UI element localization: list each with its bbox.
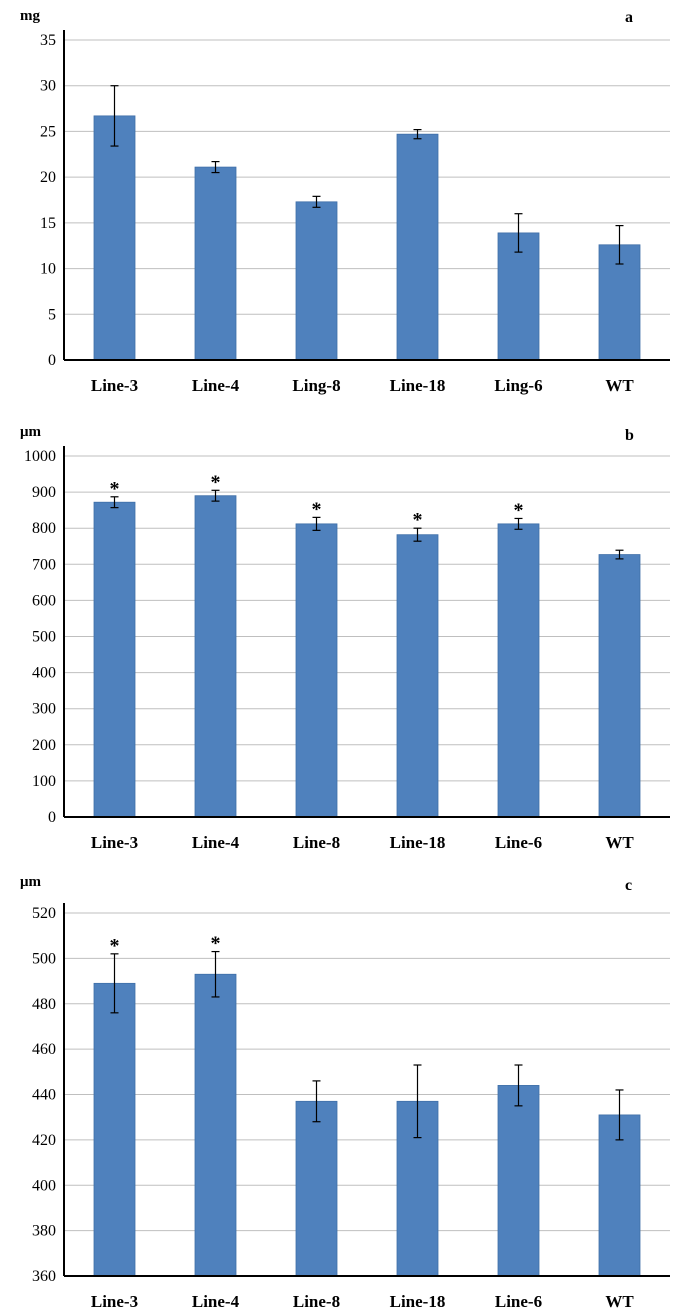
y-tick-label: 1000 [24,448,56,465]
y-tick-label: 20 [40,169,56,186]
error-bar [312,516,321,531]
y-tick-label: 10 [40,261,56,278]
significance-mark: * [413,509,423,531]
bar-line-4 [194,495,237,818]
x-tick-label: Line-3 [91,1292,138,1311]
error-bar [211,950,220,998]
error-bar [110,496,119,509]
y-tick-label: 440 [32,1087,56,1104]
error-bar [413,527,422,542]
x-tick-label: Line-8 [293,1292,340,1311]
bar-wt [598,554,641,818]
y-tick-label: 480 [32,996,56,1013]
error-bar [514,517,523,530]
x-tick-label: Ling-8 [292,376,340,395]
error-bar [514,213,523,253]
error-bar [514,1064,523,1107]
y-tick-label: 300 [32,701,56,718]
significance-mark: * [110,935,120,957]
bar-line-8 [295,1100,338,1277]
error-bar [211,161,220,174]
significance-mark: * [211,933,221,955]
x-tick-label: Ling-6 [494,376,542,395]
error-bar [615,549,624,560]
error-bar [312,195,321,208]
y-tick-label: 25 [40,123,56,140]
chart-panel-a: 0 5 10 15 20 25 30 35 Line-3 Line-4 Ling-8 Line-18 L… [20,8,670,395]
y-axis-unit: μm [20,424,42,440]
y-tick-label: 600 [32,592,56,609]
bar-line-6 [497,523,540,818]
y-tick-label: 400 [32,665,56,682]
x-tick-label: Line-18 [390,376,446,395]
y-tick-label: 500 [32,950,56,967]
error-bar [312,1080,321,1123]
x-tick-label: Line-18 [390,1292,446,1311]
y-axis-unit: mg [20,8,40,24]
bar-line-8 [295,523,338,818]
y-tick-label: 400 [32,1177,56,1194]
x-tick-label: Line-3 [91,376,138,395]
significance-mark: * [211,471,221,493]
y-axis-unit: μm [20,874,42,890]
y-tick-label: 380 [32,1223,56,1240]
error-bar [413,1064,422,1139]
y-tick-label: 460 [32,1041,56,1058]
y-tick-label: 700 [32,556,56,573]
bar-line-4 [194,973,237,1277]
panel-label: b [625,427,634,444]
error-bar [413,129,422,140]
y-tick-label: 800 [32,520,56,537]
y-tick-label: 5 [48,306,56,323]
y-tick-label: 500 [32,629,56,646]
x-tick-label: Line-6 [495,833,542,852]
bar-wt [598,1114,641,1277]
error-bar [211,489,220,502]
bar-line-18 [396,534,439,818]
y-tick-label: 420 [32,1132,56,1149]
panel-label: c [625,877,632,894]
bar-line-4 [194,166,237,361]
bar-line-18 [396,133,439,361]
x-tick-label: Line-8 [293,833,340,852]
error-bar [110,953,119,1014]
y-tick-label: 100 [32,773,56,790]
y-tick-label: 520 [32,905,56,922]
y-tick-label: 360 [32,1268,56,1285]
error-bar [110,85,119,147]
x-tick-label: Line-4 [192,833,240,852]
chart-panel-b: 0 100 200 300 400 500 600 700 800 900 1000 * Line-3 *… [20,424,670,852]
y-tick-label: 30 [40,78,56,95]
x-tick-label: Line-6 [495,1292,542,1311]
bar-line-6 [497,1085,540,1277]
x-tick-label: WT [605,376,634,395]
chart-panel-c: 360 380 400 420 440 460 480 500 520 * Line-3 * Line-… [20,874,670,1311]
y-tick-label: 35 [40,32,56,49]
error-bar [615,1089,624,1141]
x-tick-label: WT [605,833,634,852]
bar-ling-8 [295,201,338,361]
y-tick-label: 900 [32,484,56,501]
y-tick-label: 200 [32,737,56,754]
x-tick-label: Line-4 [192,1292,240,1311]
x-tick-label: WT [605,1292,634,1311]
error-bar [615,225,624,265]
bar-line-3 [93,982,136,1277]
significance-mark: * [514,499,524,521]
significance-mark: * [110,478,120,500]
x-tick-label: Line-3 [91,833,138,852]
significance-mark: * [312,498,322,520]
bar-line-3 [93,115,136,361]
panel-label: a [625,9,633,26]
bar-line-3 [93,501,136,818]
y-tick-label: 15 [40,215,56,232]
x-tick-label: Line-18 [390,833,446,852]
y-tick-label: 0 [48,809,56,826]
x-tick-label: Line-4 [192,376,240,395]
y-tick-label: 0 [48,352,56,369]
